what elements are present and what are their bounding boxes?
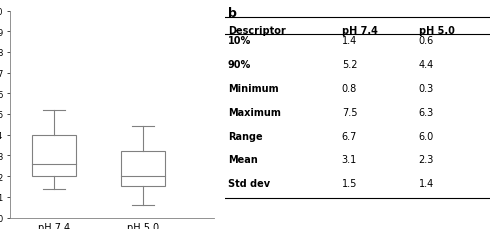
- Text: Range: Range: [228, 131, 262, 141]
- Text: 1.4: 1.4: [418, 178, 434, 188]
- Text: 10%: 10%: [228, 36, 251, 46]
- Text: 90%: 90%: [228, 60, 251, 70]
- Text: Mean: Mean: [228, 155, 258, 165]
- Text: Descriptor: Descriptor: [228, 26, 285, 36]
- Text: 0.8: 0.8: [342, 84, 357, 93]
- Text: 4.4: 4.4: [418, 60, 434, 70]
- Text: 6.0: 6.0: [418, 131, 434, 141]
- Text: Std dev: Std dev: [228, 178, 270, 188]
- Text: 6.3: 6.3: [418, 107, 434, 117]
- Text: 0.6: 0.6: [418, 36, 434, 46]
- Text: 3.1: 3.1: [342, 155, 357, 165]
- Text: pH 7.4: pH 7.4: [342, 26, 378, 36]
- Text: Minimum: Minimum: [228, 84, 278, 93]
- Text: 7.5: 7.5: [342, 107, 357, 117]
- Text: 2.3: 2.3: [418, 155, 434, 165]
- Text: b: b: [228, 7, 237, 20]
- FancyBboxPatch shape: [32, 135, 76, 176]
- Text: 1.4: 1.4: [342, 36, 357, 46]
- Text: 5.2: 5.2: [342, 60, 357, 70]
- Text: 1.5: 1.5: [342, 178, 357, 188]
- Text: pH 5.0: pH 5.0: [418, 26, 454, 36]
- FancyBboxPatch shape: [120, 152, 165, 187]
- Text: 6.7: 6.7: [342, 131, 357, 141]
- Text: 0.3: 0.3: [418, 84, 434, 93]
- Text: Maximum: Maximum: [228, 107, 281, 117]
